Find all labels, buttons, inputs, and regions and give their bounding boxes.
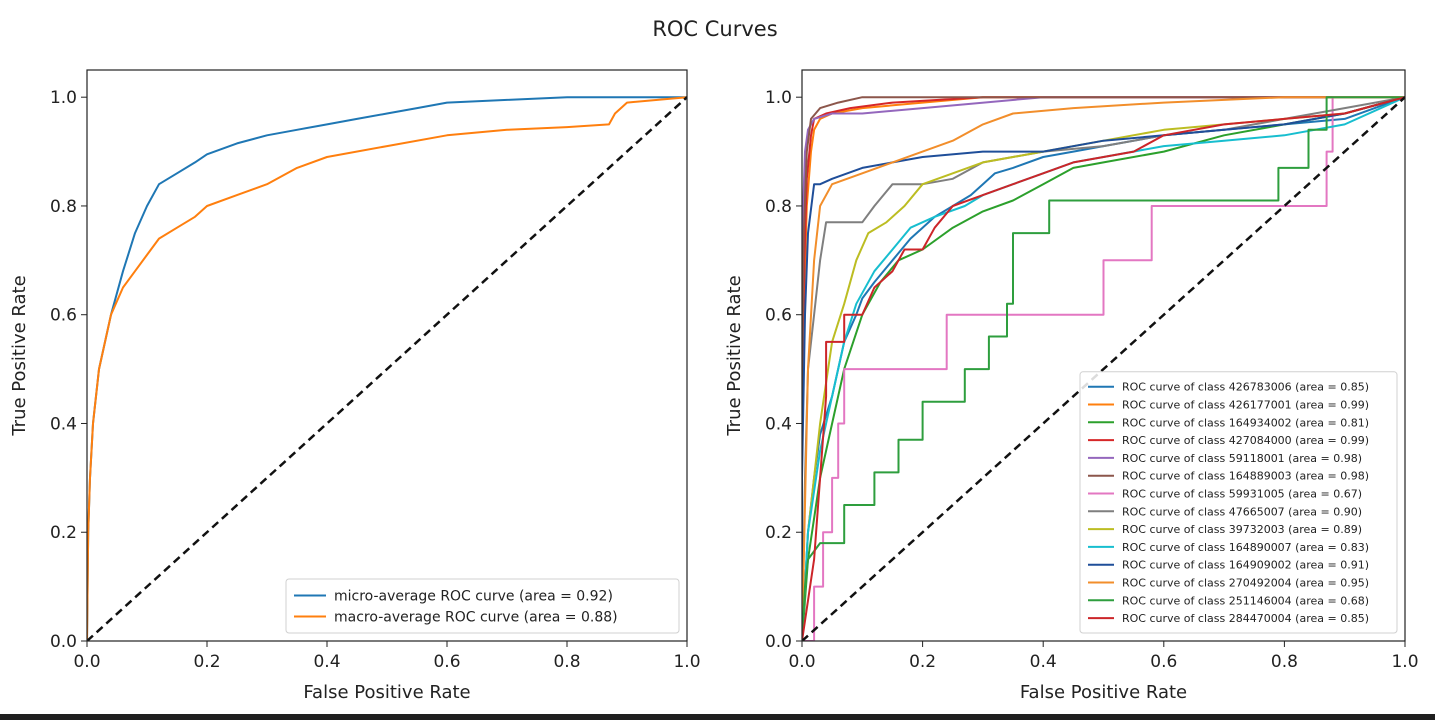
- figure-title: ROC Curves: [652, 17, 777, 41]
- legend-entry: ROC curve of class 59118001 (area = 0.98…: [1122, 452, 1362, 465]
- legend-entry: ROC curve of class 59931005 (area = 0.67…: [1122, 487, 1362, 500]
- legend-entry: ROC curve of class 426783006 (area = 0.8…: [1122, 381, 1369, 394]
- roc-series-line: [802, 96, 1405, 641]
- axes-frame: [801, 69, 1406, 642]
- y-tick-label: 0.0: [765, 632, 792, 652]
- y-tick-label: 0.4: [765, 414, 792, 434]
- series-group: [87, 96, 687, 641]
- legend-entry: ROC curve of class 164890007 (area = 0.8…: [1122, 541, 1369, 554]
- per-class-roc-chart: 0.0 0.2 0.4 0.6 0.8 1.0 0.0 0.2 0.4 0.6 0.8 1.0 Fals…: [724, 69, 1419, 703]
- legend-entry: ROC curve of class 39732003 (area = 0.89…: [1122, 523, 1362, 536]
- legend-box: [285, 578, 680, 634]
- micro-macro-roc-chart: 0.0 0.2 0.4 0.6 0.8 1.0 0.0 0.2 0.4 0.6 0.8 1.0 Fals…: [9, 69, 701, 703]
- roc-series-line: [802, 96, 1405, 641]
- y-tick-label: 1.0: [765, 88, 792, 108]
- x-tick-label: 0.8: [553, 652, 580, 672]
- x-tick-label: 0.2: [909, 652, 936, 672]
- y-tick-label: 0.8: [765, 197, 792, 217]
- x-tick-label: 0.6: [1150, 652, 1177, 672]
- y-tick-label: 1.0: [50, 88, 77, 108]
- roc-series-line: [802, 96, 1405, 641]
- legend-entry: ROC curve of class 47665007 (area = 0.90…: [1122, 505, 1362, 518]
- x-tick-label: 0.8: [1271, 652, 1298, 672]
- legend: ROC curve of class 426783006 (area = 0.8…: [1079, 371, 1398, 634]
- y-tick-label: 0.2: [765, 523, 792, 543]
- chance-diagonal-line: [802, 96, 1405, 641]
- legend-entry: micro-average ROC curve (area = 0.92): [334, 589, 613, 605]
- y-tick-label: 0.6: [765, 306, 792, 326]
- y-tick-label: 0.4: [50, 414, 77, 434]
- roc-series-line: [802, 96, 1405, 641]
- legend-entry: ROC curve of class 270492004 (area = 0.9…: [1122, 576, 1369, 589]
- legend-entry: ROC curve of class 426177001 (area = 0.9…: [1122, 398, 1369, 411]
- x-tick-label: 1.0: [1391, 652, 1418, 672]
- roc-series-line: [802, 96, 1405, 641]
- bottom-border: [0, 714, 1435, 720]
- x-tick-label: 0.4: [313, 652, 340, 672]
- y-tick-label: 0.0: [50, 632, 77, 652]
- roc-series-line: [802, 96, 1405, 641]
- x-tick-label: 0.0: [788, 652, 815, 672]
- legend-entry: ROC curve of class 427084000 (area = 0.9…: [1122, 434, 1369, 447]
- x-tick-label: 0.4: [1030, 652, 1057, 672]
- x-tick-label: 0.6: [433, 652, 460, 672]
- y-axis-label: True Positive Rate: [724, 275, 745, 436]
- y-axis-label: True Positive Rate: [9, 275, 30, 436]
- series-group: [802, 96, 1405, 641]
- legend-entry: ROC curve of class 164889003 (area = 0.9…: [1122, 470, 1369, 483]
- x-tick-label: 0.0: [73, 652, 100, 672]
- legend-entry: ROC curve of class 251146004 (area = 0.6…: [1122, 594, 1369, 607]
- x-axis-label: False Positive Rate: [303, 682, 470, 703]
- chance-diagonal-line: [87, 96, 687, 641]
- y-tick-label: 0.6: [50, 306, 77, 326]
- legend-box: [1079, 371, 1398, 634]
- x-tick-label: 1.0: [673, 652, 700, 672]
- legend-entry: ROC curve of class 284470004 (area = 0.8…: [1122, 612, 1369, 625]
- legend: micro-average ROC curve (area = 0.92) mac…: [285, 578, 680, 634]
- roc-series-line: [87, 96, 687, 641]
- legend-entry: macro-average ROC curve (area = 0.88): [334, 610, 618, 626]
- legend-entry: ROC curve of class 164934002 (area = 0.8…: [1122, 416, 1369, 429]
- y-tick-label: 0.8: [50, 197, 77, 217]
- x-tick-label: 0.2: [193, 652, 220, 672]
- y-tick-label: 0.2: [50, 523, 77, 543]
- axes-frame: [86, 69, 688, 642]
- legend-entry: ROC curve of class 164909002 (area = 0.9…: [1122, 559, 1369, 572]
- roc-series-line: [802, 96, 1405, 641]
- x-axis-label: False Positive Rate: [1020, 682, 1187, 703]
